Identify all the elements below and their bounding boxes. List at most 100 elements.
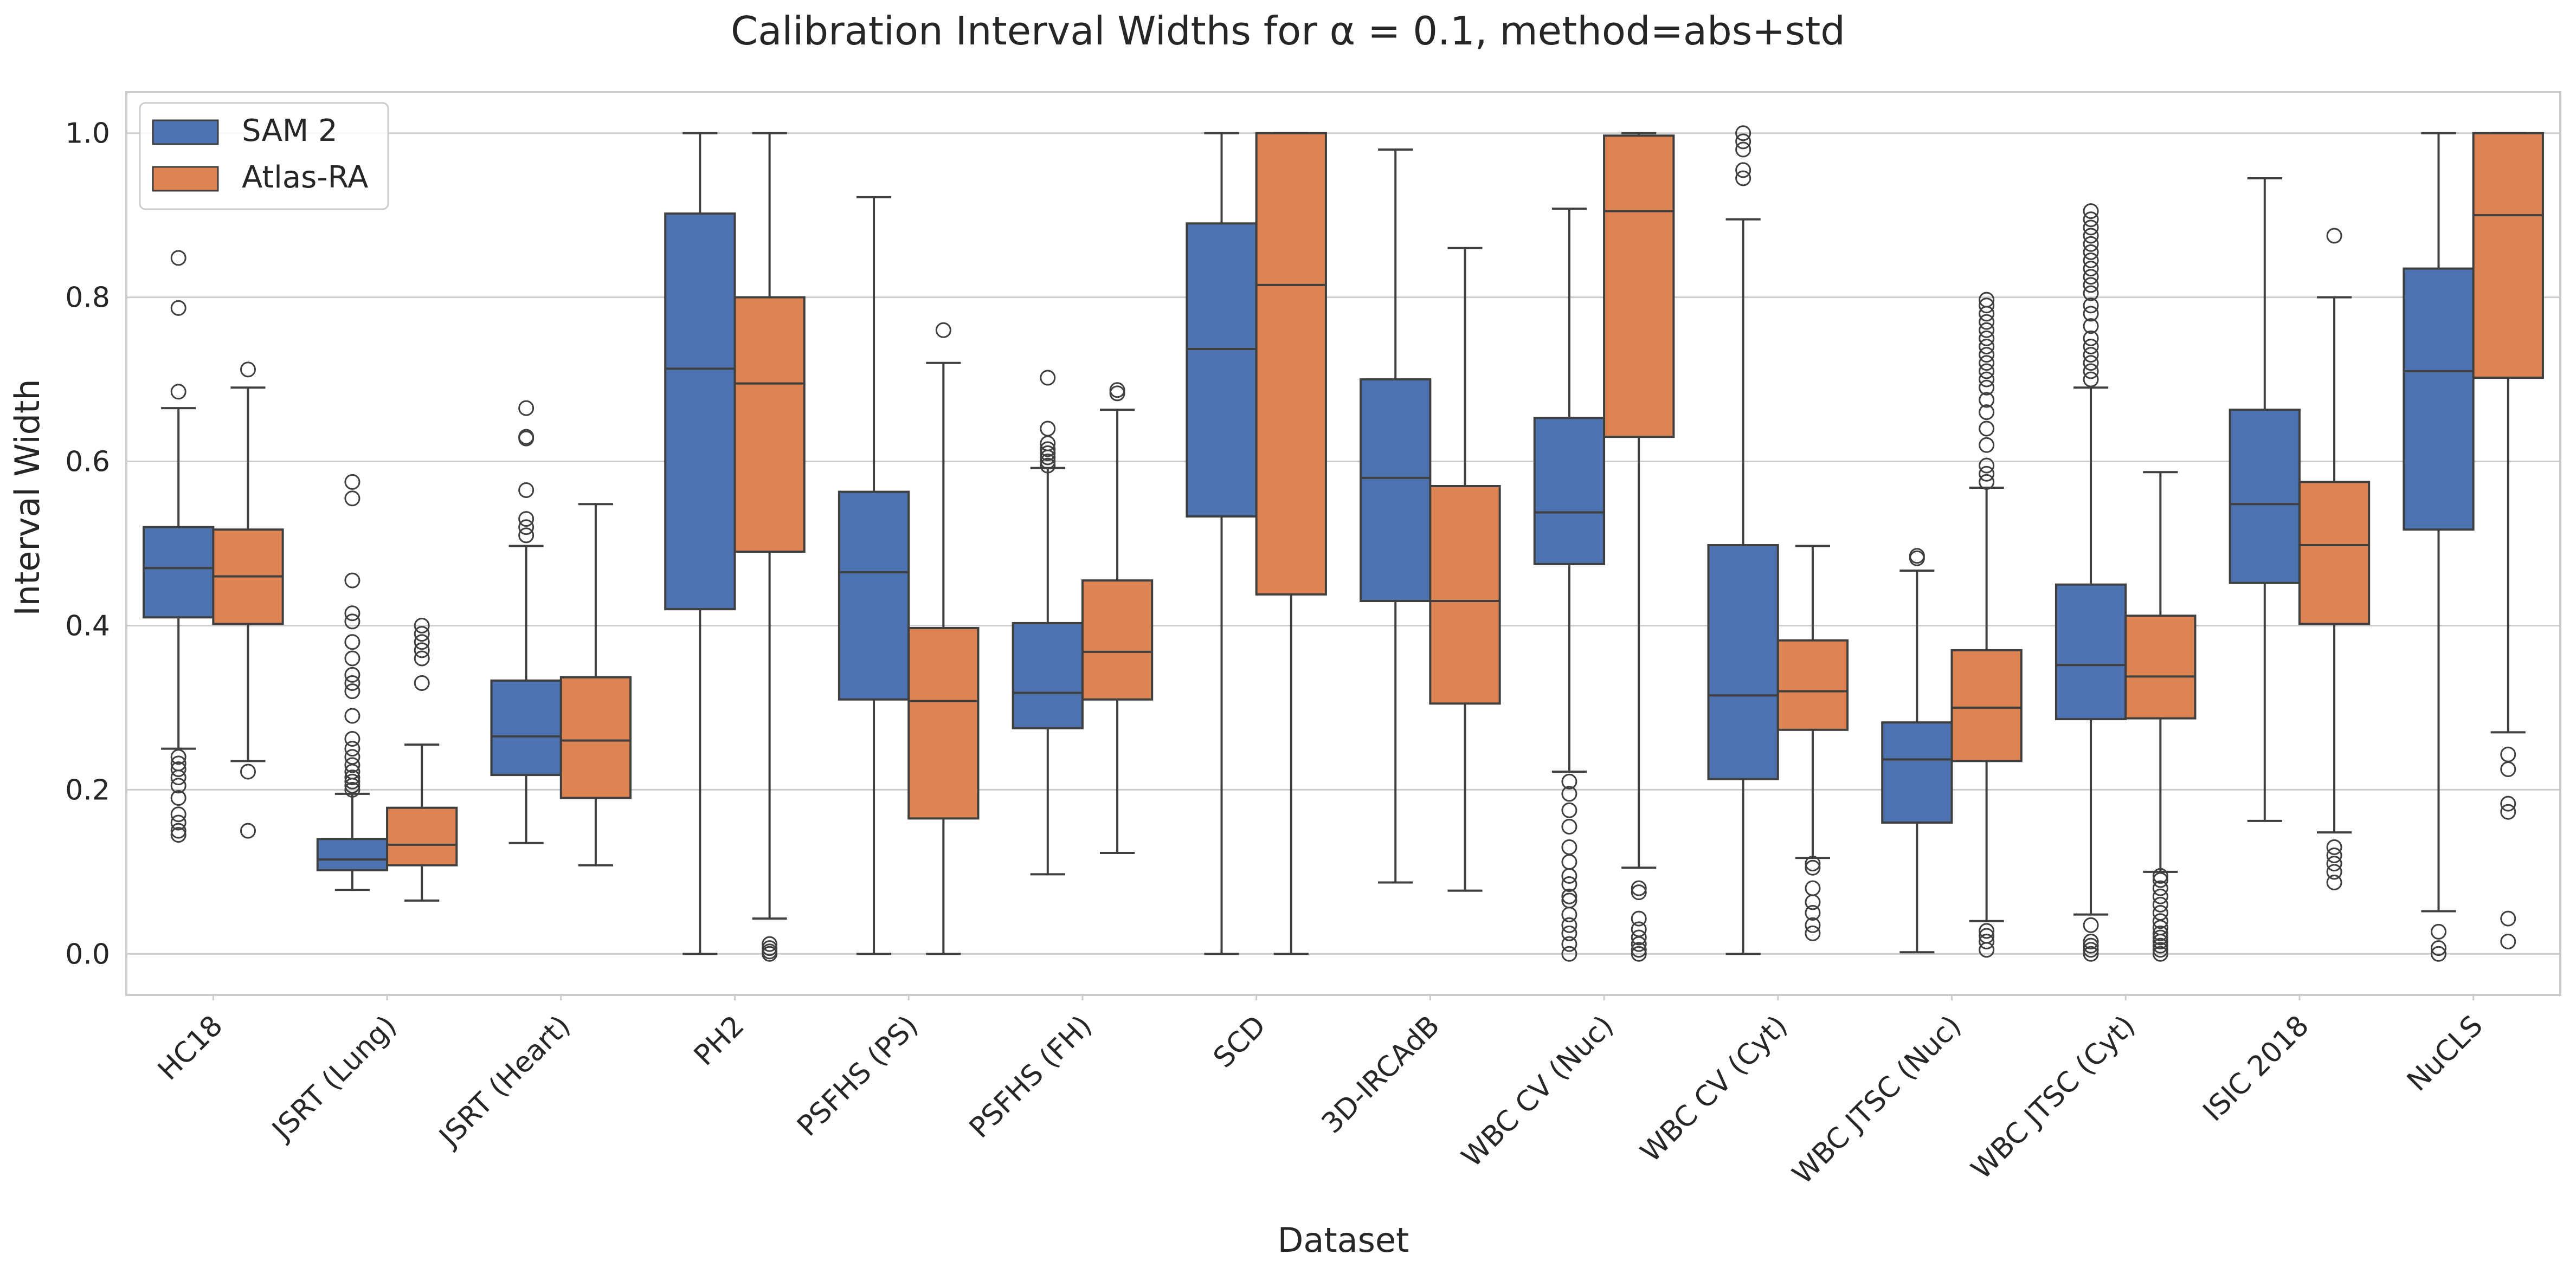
outlier-point bbox=[1631, 929, 1647, 946]
outlier-point bbox=[170, 749, 186, 765]
outlier-point bbox=[170, 806, 186, 823]
outlier-point bbox=[2083, 269, 2099, 285]
box-0-7 bbox=[1360, 148, 1432, 884]
outlier-point bbox=[2500, 804, 2516, 820]
outlier-point bbox=[170, 761, 186, 777]
outlier-point bbox=[2326, 839, 2342, 855]
outlier-point bbox=[414, 675, 430, 691]
outlier-point bbox=[344, 730, 360, 747]
outlier-point bbox=[2431, 923, 2446, 940]
outlier-point bbox=[344, 683, 360, 700]
outlier-point bbox=[1979, 404, 1995, 421]
legend-swatch-0 bbox=[152, 119, 219, 145]
outlier-point bbox=[2083, 203, 2099, 219]
outlier-point bbox=[2152, 929, 2168, 946]
box-1-2 bbox=[559, 503, 632, 866]
outlier-point bbox=[1735, 133, 1751, 150]
outlier-point bbox=[2083, 236, 2099, 252]
outlier-point bbox=[1735, 162, 1751, 178]
outlier-point bbox=[1040, 457, 1056, 474]
outlier-point bbox=[170, 790, 186, 806]
box-1-6 bbox=[1255, 132, 1327, 955]
box-iqr bbox=[490, 679, 562, 777]
y-tick-label: 0.6 bbox=[65, 446, 110, 478]
outlier-point bbox=[1979, 928, 1995, 944]
outlier-point bbox=[2083, 347, 2099, 363]
box-0-12 bbox=[2229, 177, 2301, 822]
y-tick-label: 0.0 bbox=[65, 938, 110, 971]
outlier-point bbox=[240, 361, 256, 378]
box-1-10 bbox=[1950, 292, 2023, 958]
box-iqr bbox=[1255, 132, 1327, 596]
outlier-point bbox=[2083, 219, 2099, 236]
box-iqr bbox=[1603, 134, 1675, 438]
outlier-point bbox=[1979, 379, 1995, 396]
outlier-point bbox=[1040, 441, 1056, 457]
legend: SAM 2 Atlas-RA bbox=[139, 102, 389, 210]
outlier-point bbox=[240, 764, 256, 780]
outlier-point bbox=[170, 755, 186, 772]
outlier-point bbox=[1909, 548, 1925, 564]
outlier-point bbox=[170, 300, 186, 316]
outlier-point bbox=[1979, 934, 1995, 950]
box-1-9 bbox=[1776, 545, 1849, 941]
outlier-point bbox=[2500, 910, 2516, 927]
outlier-point bbox=[414, 634, 430, 650]
box-iqr bbox=[2055, 583, 2127, 721]
outlier-point bbox=[344, 741, 360, 757]
box-0-1 bbox=[316, 474, 389, 891]
outlier-point bbox=[2083, 355, 2099, 371]
outlier-point bbox=[762, 936, 778, 952]
outlier-point bbox=[1979, 421, 1995, 437]
outlier-point bbox=[1631, 910, 1647, 927]
outlier-point bbox=[1979, 363, 1995, 379]
outlier-point bbox=[2152, 925, 2168, 941]
outlier-point bbox=[1040, 370, 1056, 386]
box-0-13 bbox=[2403, 132, 2475, 962]
outlier-point bbox=[1979, 465, 1995, 482]
outlier-point bbox=[414, 617, 430, 633]
box-1-0 bbox=[212, 361, 284, 839]
outlier-point bbox=[1561, 946, 1577, 962]
chart-title: Calibration Interval Widths for α = 0.1,… bbox=[731, 8, 1845, 54]
outlier-point bbox=[518, 527, 534, 544]
outlier-point bbox=[2326, 856, 2342, 872]
outlier-point bbox=[1805, 880, 1821, 896]
outlier-point bbox=[344, 634, 360, 650]
outlier-point bbox=[1979, 437, 1995, 453]
outlier-point bbox=[1979, 339, 1995, 355]
outlier-point bbox=[2083, 942, 2099, 958]
outlier-point bbox=[2083, 244, 2099, 260]
outlier-point bbox=[344, 749, 360, 765]
outlier-point bbox=[170, 384, 186, 400]
box-iqr bbox=[2229, 409, 2301, 584]
box-iqr bbox=[2298, 481, 2371, 625]
outlier-point bbox=[1561, 925, 1577, 941]
outlier-point bbox=[518, 482, 534, 499]
outlier-point bbox=[1040, 445, 1056, 461]
outlier-point bbox=[2500, 746, 2516, 762]
outlier-point bbox=[2152, 888, 2168, 904]
outlier-point bbox=[1561, 876, 1577, 893]
outlier-point bbox=[170, 778, 186, 794]
outlier-point bbox=[518, 511, 534, 527]
outlier-point bbox=[2083, 261, 2099, 277]
outlier-point bbox=[170, 823, 186, 839]
outlier-point bbox=[2326, 228, 2342, 244]
outlier-point bbox=[1631, 880, 1647, 896]
outlier-point bbox=[344, 572, 360, 589]
outlier-point bbox=[2326, 848, 2342, 864]
outlier-point bbox=[1805, 925, 1821, 941]
box-iqr bbox=[2403, 267, 2475, 531]
outlier-point bbox=[1805, 856, 1821, 872]
outlier-point bbox=[2083, 285, 2099, 301]
box-1-3 bbox=[733, 132, 806, 962]
outlier-point bbox=[344, 675, 360, 691]
outlier-point bbox=[1561, 819, 1577, 835]
outlier-point bbox=[414, 650, 430, 667]
box-iqr bbox=[143, 526, 215, 619]
box-iqr bbox=[2472, 132, 2544, 379]
box-iqr bbox=[1707, 544, 1779, 780]
outlier-point bbox=[2326, 864, 2342, 880]
